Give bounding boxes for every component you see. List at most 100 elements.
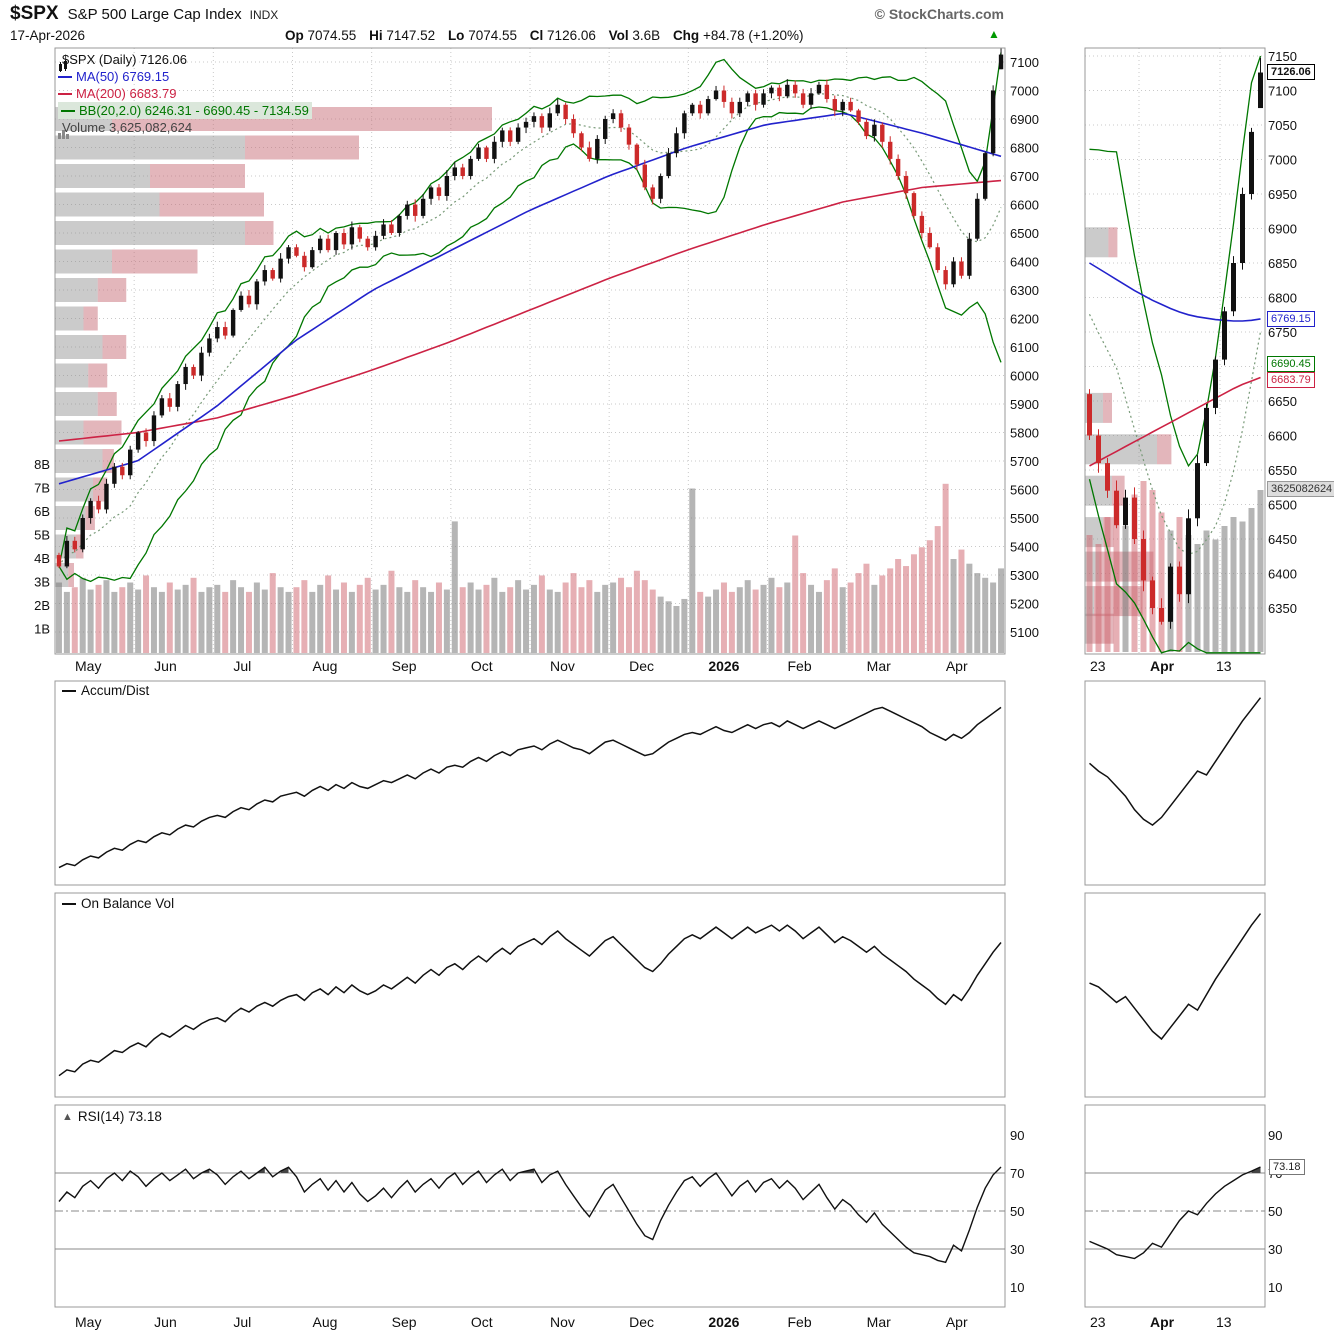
- open-label: Op: [285, 28, 304, 43]
- svg-text:6350: 6350: [1268, 601, 1297, 616]
- svg-text:6000: 6000: [1010, 369, 1039, 384]
- accum-dist-chart: [54, 680, 1266, 886]
- svg-text:2B: 2B: [34, 598, 50, 613]
- rsi-value-tag: 73.18: [1269, 1159, 1305, 1175]
- svg-text:8B: 8B: [34, 457, 50, 472]
- svg-text:6200: 6200: [1010, 312, 1039, 327]
- svg-text:6850: 6850: [1268, 256, 1297, 271]
- mini-ma50-line: [1089, 262, 1261, 322]
- last-price-tag: 7126.06: [1267, 64, 1315, 80]
- rsi-chart: 90907070505030301010: [54, 1104, 1282, 1308]
- svg-text:50: 50: [1010, 1204, 1024, 1219]
- svg-text:6500: 6500: [1268, 498, 1297, 513]
- svg-text:6800: 6800: [1268, 291, 1297, 306]
- x-axis-label: Mar: [866, 1314, 891, 1330]
- x-axis-label: 23: [1090, 658, 1106, 674]
- rsi-main-line: [58, 1166, 1002, 1264]
- indicator-icon: ▲: [62, 1110, 73, 1123]
- header-row-1: $SPX S&P 500 Large Cap Index INDX: [10, 3, 278, 25]
- svg-text:5300: 5300: [1010, 568, 1039, 583]
- open-value: 7074.55: [307, 28, 357, 43]
- volume-axis-labels: 8B 7B 6B 5B 4B 3B 2B 1B: [34, 457, 50, 637]
- x-axis-label: 2026: [708, 1314, 740, 1330]
- svg-text:6900: 6900: [1268, 222, 1297, 237]
- svg-text:6650: 6650: [1268, 394, 1297, 409]
- index-name: S&P 500 Large Cap Index: [67, 6, 242, 23]
- legend-volume: Volume 3,625,082,624: [62, 120, 193, 135]
- stockcharts-watermark: © StockCharts.com: [874, 6, 1004, 22]
- mini-axis-labels: 7150710070507000695069006850680067506700…: [1268, 49, 1297, 616]
- x-axis-label: 2026: [708, 658, 740, 674]
- svg-text:6B: 6B: [34, 504, 50, 519]
- low-label: Lo: [447, 28, 465, 43]
- volume-value-tag: 3625082624: [1267, 481, 1334, 497]
- svg-text:6100: 6100: [1010, 340, 1039, 355]
- svg-text:6750: 6750: [1268, 325, 1297, 340]
- change-label: Chg: [672, 28, 700, 43]
- low-value: 7074.55: [468, 28, 518, 43]
- rsi-overbought-fill: [201, 1167, 534, 1173]
- bollinger-bands: [58, 52, 1002, 583]
- volume-value: 3.6B: [632, 28, 661, 43]
- accum-dist-label: Accum/Dist: [60, 683, 152, 698]
- svg-text:5900: 5900: [1010, 397, 1039, 412]
- x-axis-label: Oct: [470, 658, 493, 674]
- svg-text:6450: 6450: [1268, 532, 1297, 547]
- svg-text:5100: 5100: [1010, 625, 1039, 640]
- x-axis-label: Dec: [629, 1314, 655, 1330]
- x-axis-months-bottom: May Jun Jul Aug Sep Oct Nov Dec 2026 Feb Mar Apr 23 A…: [0, 1314, 1334, 1332]
- ma50-line: [58, 112, 1002, 485]
- svg-text:50: 50: [1268, 1204, 1282, 1219]
- ma200-swatch-icon: [58, 92, 72, 95]
- svg-text:6800: 6800: [1010, 141, 1039, 156]
- svg-text:90: 90: [1268, 1128, 1282, 1143]
- svg-text:7000: 7000: [1268, 153, 1297, 168]
- x-axis-label: Apr: [945, 1314, 968, 1330]
- change-value: +84.78 (+1.20%): [702, 28, 804, 43]
- x-axis-label: Oct: [470, 1314, 493, 1330]
- close-label: Cl: [529, 28, 544, 43]
- svg-text:5600: 5600: [1010, 483, 1039, 498]
- obv-svg-main-line: [58, 924, 1002, 1077]
- svg-text:6900: 6900: [1010, 112, 1039, 127]
- svg-text:6400: 6400: [1010, 255, 1039, 270]
- price-gridlines: [55, 48, 1005, 654]
- rsi-label: ▲ RSI(14) 73.18: [60, 1109, 164, 1124]
- rsi-mini-line: [1089, 1166, 1261, 1260]
- high-value: 7147.52: [386, 28, 436, 43]
- x-axis-label: 13: [1216, 1314, 1232, 1330]
- legend-ma50: MA(50) 6769.15: [76, 69, 170, 84]
- volume-by-price-bars: [55, 107, 492, 587]
- x-axis-label: Apr: [1150, 658, 1175, 674]
- mini-ma200-line: [1089, 376, 1261, 467]
- x-axis-label: Aug: [312, 658, 338, 674]
- x-axis-label: Dec: [629, 658, 655, 674]
- svg-text:30: 30: [1268, 1242, 1282, 1257]
- x-axis-label: May: [75, 658, 102, 674]
- svg-text:10: 10: [1268, 1280, 1282, 1295]
- svg-text:5500: 5500: [1010, 511, 1039, 526]
- legend-ma200: MA(200) 6683.79: [76, 86, 177, 101]
- svg-text:5B: 5B: [34, 528, 50, 543]
- high-label: Hi: [369, 28, 383, 43]
- price-axis-labels: 7100 7000 6900 6800 6700 6600 6500 6400 6300 6200…: [1010, 55, 1039, 640]
- legend-spx: $SPX (Daily) 7126.06: [62, 52, 188, 67]
- obv-svg-mini-line: [1089, 913, 1262, 1041]
- x-axis-label: Sep: [391, 658, 417, 674]
- svg-text:1B: 1B: [34, 622, 50, 637]
- x-axis-label: Jun: [154, 1314, 177, 1330]
- ma50-price-tag: 6769.15: [1267, 311, 1315, 327]
- x-axis-label: Jul: [233, 1314, 252, 1330]
- x-axis-label: Feb: [787, 1314, 812, 1330]
- legend-bb: BB(20,2.0) 6246.31 - 6690.45 - 7134.59: [79, 103, 309, 118]
- svg-text:6600: 6600: [1010, 198, 1039, 213]
- x-axis-label: Sep: [391, 1314, 417, 1330]
- svg-text:6700: 6700: [1010, 169, 1039, 184]
- svg-text:90: 90: [1010, 1128, 1024, 1143]
- x-axis-label: Apr: [1150, 1314, 1175, 1330]
- svg-text:6600: 6600: [1268, 429, 1297, 444]
- exchange-label: INDX: [249, 8, 279, 22]
- x-axis-label: Mar: [866, 658, 891, 674]
- accum-svg-main-line: [58, 706, 1002, 869]
